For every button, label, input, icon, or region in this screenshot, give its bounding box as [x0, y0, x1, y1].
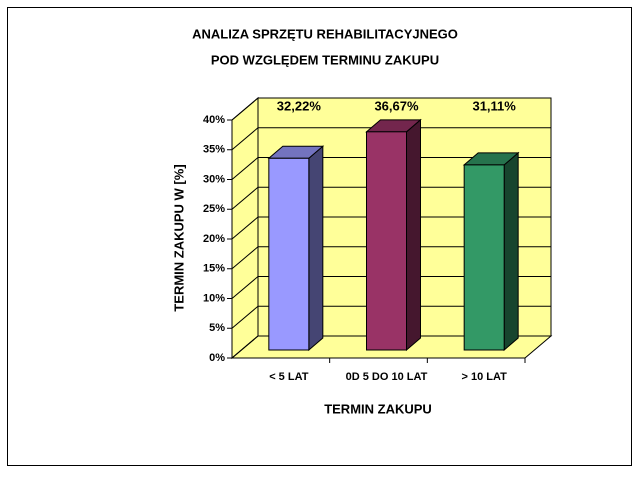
y-tick-label: 10% [203, 292, 225, 304]
value-label: 31,11% [472, 98, 516, 113]
bar [366, 131, 407, 351]
bar [463, 164, 505, 351]
grid-line [231, 335, 551, 359]
chart-title: ANALIZA SPRZĘTU REHABILITACYJNEGO [192, 26, 458, 41]
x-axis-title: TERMIN ZAKUPU [324, 401, 432, 416]
grid-line [231, 157, 551, 180]
bar [268, 157, 310, 351]
grid-line [231, 186, 551, 210]
y-tick-label: 5% [209, 322, 225, 334]
grid-line [231, 246, 551, 270]
x-tick-label: > 10 LAT [461, 371, 507, 383]
grid-line [231, 127, 551, 151]
grid-line [231, 97, 551, 121]
y-tick-label: 20% [203, 233, 225, 245]
y-tick-label: 0% [209, 352, 225, 364]
grid-line [231, 276, 551, 299]
x-tick-label: < 5 LAT [269, 371, 309, 383]
chart-title: POD WZGLĘDEM TERMINU ZAKUPU [211, 52, 439, 67]
y-axis-title: TERMIN ZAKUPU W [%] [171, 164, 186, 311]
value-label: 36,67% [374, 98, 419, 113]
y-tick-label: 30% [203, 173, 225, 185]
y-tick-label: 40% [203, 114, 225, 126]
x-tick-label: 0D 5 DO 10 LAT [346, 371, 428, 383]
bar-side [503, 151, 519, 352]
y-tick-label: 25% [203, 203, 225, 215]
grid-line [231, 305, 551, 329]
y-tick-label: 15% [203, 263, 225, 275]
value-label: 32,22% [277, 98, 322, 113]
bar-side [308, 145, 324, 352]
y-tick-label: 35% [203, 144, 225, 156]
bar-side [406, 118, 421, 352]
grid-line [231, 216, 551, 240]
